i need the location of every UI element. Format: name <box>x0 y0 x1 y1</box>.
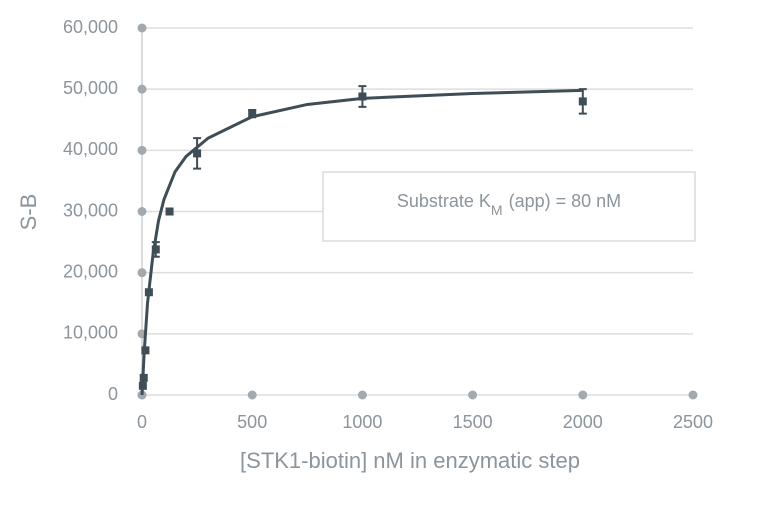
y-tick-dot <box>137 207 147 216</box>
annotation-text-after: (app) = 80 nM <box>509 191 622 211</box>
data-point <box>141 346 150 355</box>
x-tick-dot <box>468 390 478 400</box>
data-point <box>138 381 147 390</box>
x-tick-label: 2000 <box>563 412 603 432</box>
data-point <box>165 207 174 216</box>
y-tick-label: 30,000 <box>63 200 118 220</box>
data-point <box>248 109 257 118</box>
y-tick-dot <box>137 23 147 33</box>
annotation: Substrate KM (app) = 80 nM <box>397 191 621 218</box>
data-point <box>358 92 367 101</box>
x-tick-label: 2500 <box>673 412 713 432</box>
y-axis-label: S-B <box>16 194 41 231</box>
data-point <box>144 288 153 297</box>
annotation-text: Substrate K <box>397 191 491 211</box>
x-tick-label: 1000 <box>342 412 382 432</box>
fit-curve <box>140 88 583 396</box>
annotation-box <box>322 171 696 242</box>
y-tick-label: 0 <box>108 384 118 404</box>
y-tick-label: 20,000 <box>63 261 118 281</box>
y-tick-label: 60,000 <box>63 17 118 37</box>
data-point <box>578 97 587 106</box>
annotation-subscript: M <box>491 202 503 218</box>
x-axis-label: [STK1-biotin] nM in enzymatic step <box>240 448 580 473</box>
y-tick-label: 10,000 <box>63 323 118 343</box>
x-tick-label: 500 <box>237 412 267 432</box>
y-tick-label: 40,000 <box>63 139 118 159</box>
x-tick-label: 1500 <box>453 412 493 432</box>
data-point <box>151 245 160 254</box>
y-tick-label: 50,000 <box>63 78 118 98</box>
x-tick-dot <box>688 390 698 400</box>
y-tick-dot <box>137 145 147 155</box>
x-tick-label: 0 <box>137 412 147 432</box>
x-tick-dot <box>357 390 367 400</box>
data-point <box>193 149 202 158</box>
x-tick-dot <box>578 390 588 400</box>
data-point <box>139 373 148 382</box>
y-tick-dot <box>137 268 147 278</box>
x-tick-dot <box>247 390 257 400</box>
y-tick-dot <box>137 84 147 94</box>
